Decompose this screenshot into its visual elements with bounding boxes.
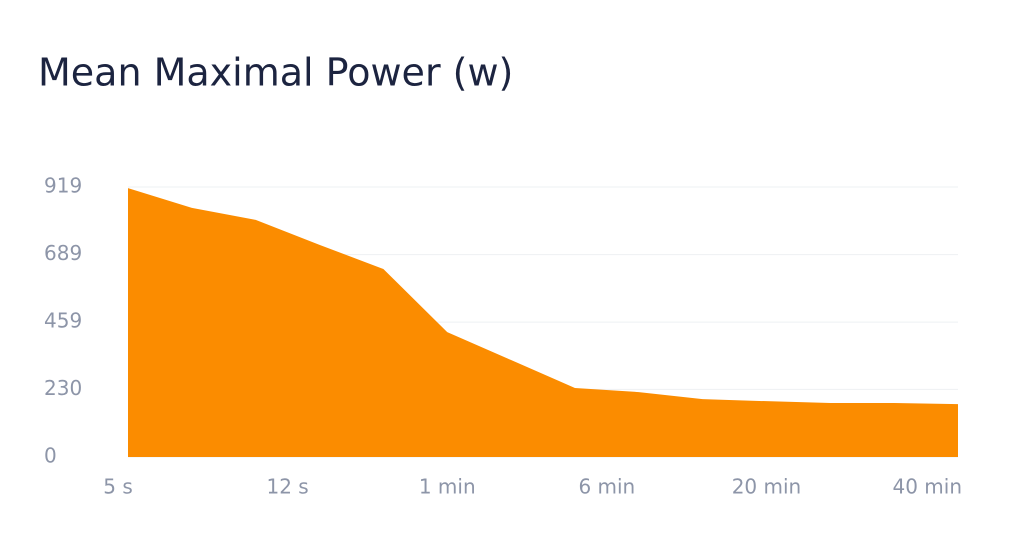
y-tick-label: 689 [44,241,82,265]
y-tick-label: 0 [44,444,57,468]
x-tick-label: 1 min [419,475,476,499]
y-tick-label: 459 [44,309,82,333]
area [128,188,958,458]
x-tick-label: 40 min [892,475,962,499]
x-tick-label: 6 min [578,475,635,499]
x-tick-label: 5 s [103,475,133,499]
y-tick-label: 230 [44,376,82,400]
y-tick-label: 919 [44,174,82,198]
x-tick-label: 12 s [266,475,308,499]
x-tick-label: 20 min [732,475,802,499]
chart-title: Mean Maximal Power (w) [38,51,513,95]
